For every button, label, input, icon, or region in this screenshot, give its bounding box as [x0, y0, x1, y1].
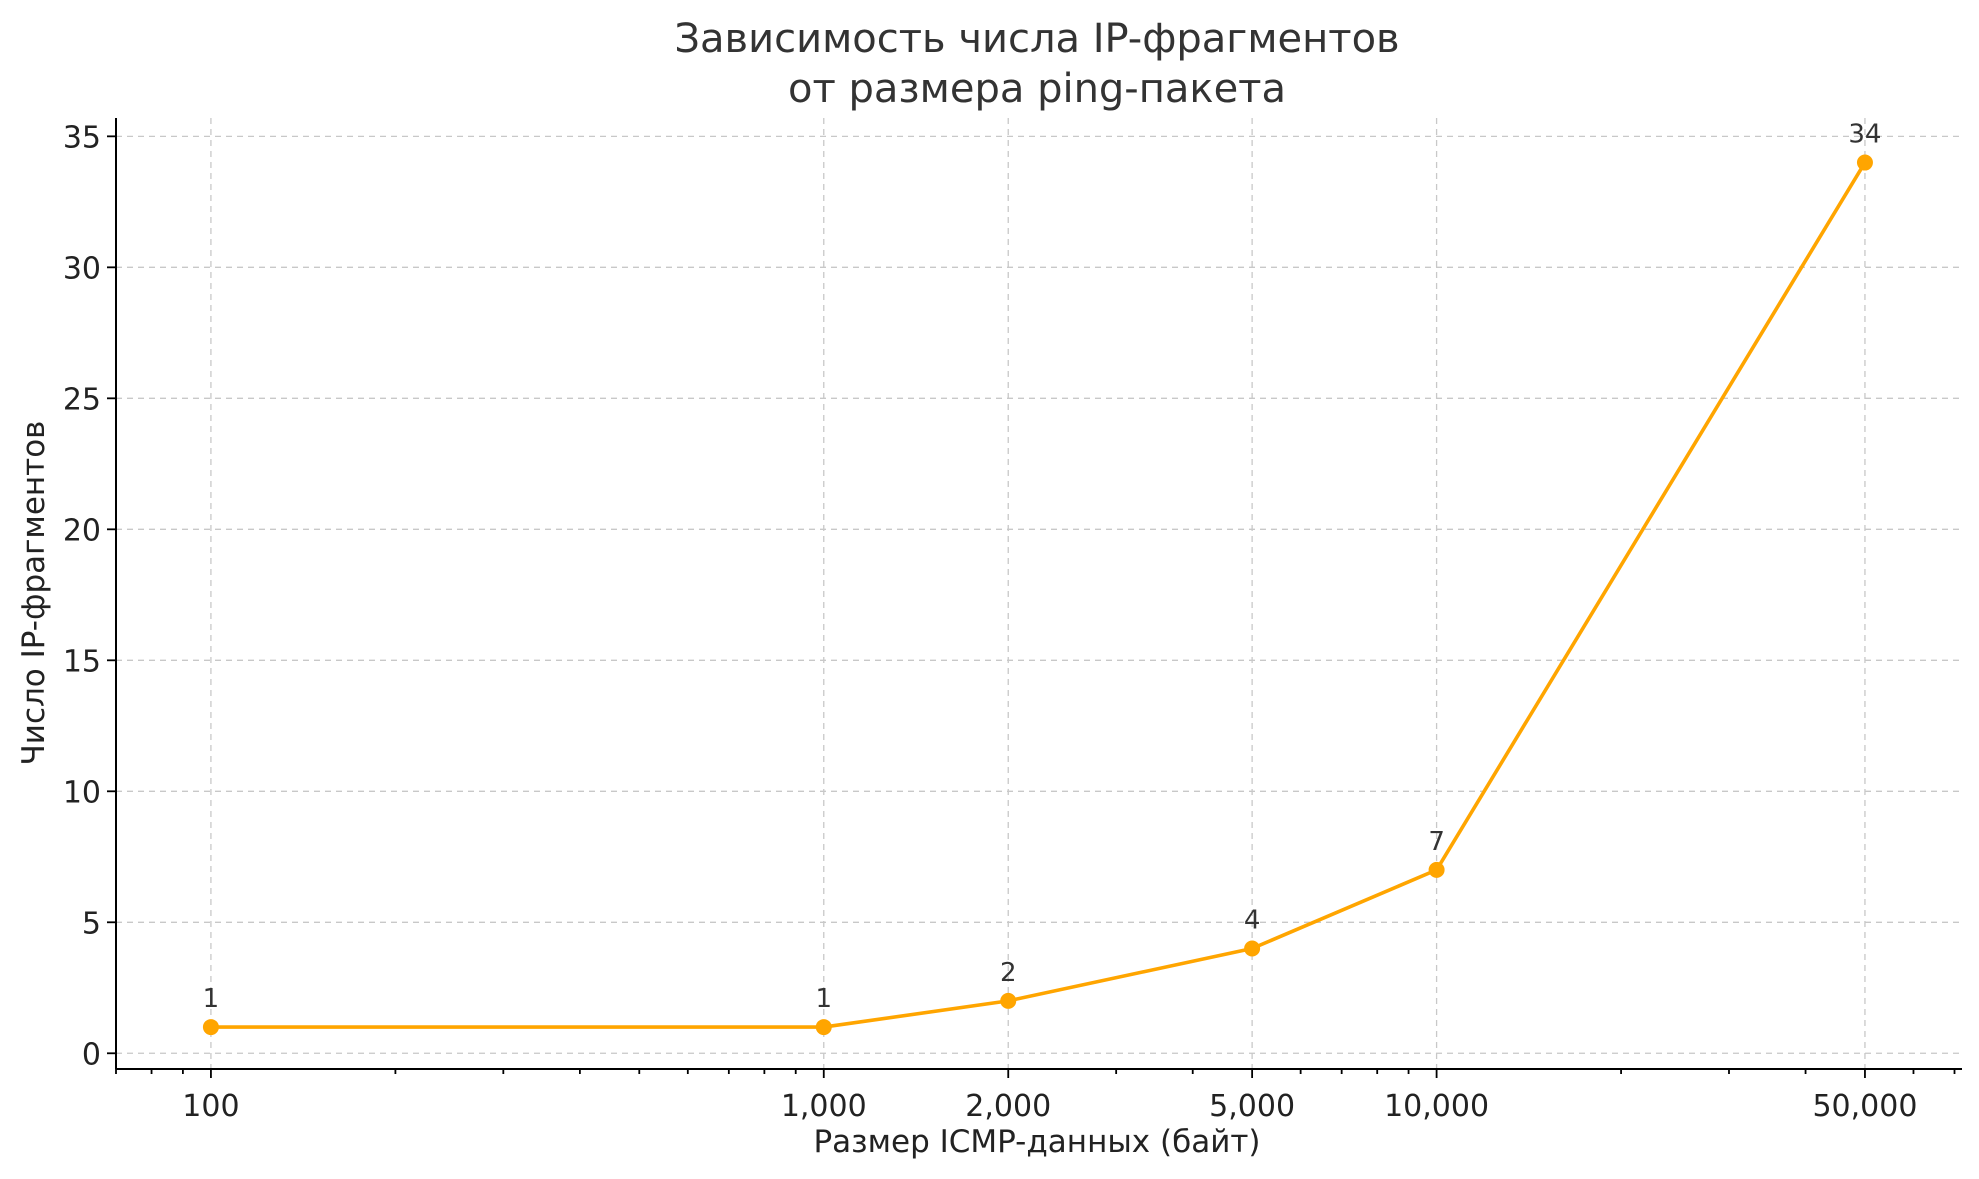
chart-title-line-2: от размера ping-пакета — [788, 66, 1286, 112]
x-tick-label: 5,000 — [1209, 1089, 1295, 1124]
data-label: 2 — [1000, 958, 1017, 988]
data-point — [1000, 992, 1017, 1009]
y-tick-label: 30 — [63, 251, 101, 286]
data-labels: 1 1 2 4 7 34 — [203, 120, 1882, 1015]
data-label: 4 — [1244, 905, 1261, 935]
data-label: 7 — [1428, 827, 1445, 857]
x-tick-label: 50,000 — [1812, 1089, 1917, 1124]
grid — [116, 118, 1962, 1069]
series-line — [210, 161, 1867, 1029]
y-tick-label: 35 — [63, 120, 101, 155]
y-tick-label: 15 — [63, 644, 101, 679]
y-tick-label: 10 — [63, 775, 101, 810]
x-tick-label: 1,000 — [781, 1089, 867, 1124]
y-tick-label: 25 — [63, 382, 101, 417]
y-axis-label: Число IP-фрагментов — [16, 421, 52, 766]
ticks: 100 1,000 2,000 5,000 10,000 50,000 0 5 10 15 20 25… — [63, 120, 1956, 1124]
x-axis-label: Размер ICMP-данных (байт) — [813, 1124, 1260, 1160]
series — [202, 154, 1873, 1036]
x-tick-label: 2,000 — [965, 1089, 1051, 1124]
y-tick-label: 20 — [63, 513, 101, 548]
x-tick-label: 100 — [182, 1089, 239, 1124]
data-point — [202, 1019, 219, 1036]
axes-spines — [115, 118, 1962, 1070]
data-label: 34 — [1848, 120, 1881, 150]
chart-title-line-1: Зависимость числа IP-фрагментов — [674, 16, 1399, 62]
data-point — [815, 1019, 832, 1036]
data-point — [1856, 154, 1873, 171]
y-tick-label: 5 — [82, 906, 101, 941]
x-tick-label: 10,000 — [1384, 1089, 1489, 1124]
y-tick-label: 0 — [82, 1037, 101, 1072]
data-label: 1 — [815, 984, 832, 1014]
data-point — [1244, 940, 1261, 957]
data-point — [1428, 861, 1445, 878]
data-label: 1 — [203, 984, 220, 1014]
